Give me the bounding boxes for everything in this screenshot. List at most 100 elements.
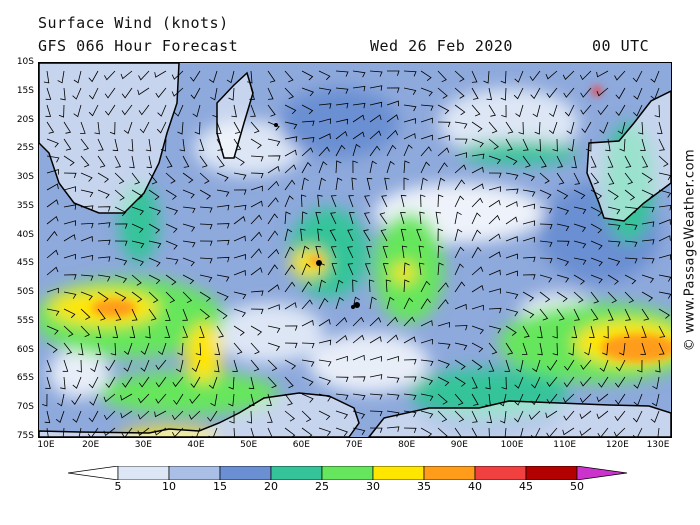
wind-barb bbox=[522, 138, 529, 151]
wind-barb bbox=[267, 155, 281, 161]
wind-barb bbox=[315, 245, 321, 259]
wind-barb bbox=[318, 359, 332, 367]
wind-barb bbox=[301, 120, 315, 127]
wind-barb bbox=[267, 121, 280, 131]
wind-barb bbox=[42, 393, 48, 407]
wind-barb bbox=[335, 118, 349, 125]
wind-barb bbox=[454, 87, 465, 99]
wind-barb bbox=[539, 189, 552, 199]
wind-barb bbox=[651, 393, 660, 407]
wind-barb bbox=[284, 70, 294, 83]
wind-barb bbox=[590, 240, 603, 250]
wind-barb bbox=[531, 376, 541, 389]
wind-barb bbox=[216, 172, 229, 182]
wind-barb bbox=[532, 104, 541, 118]
wind-barb bbox=[454, 303, 467, 310]
wind-barb bbox=[590, 257, 603, 267]
wind-barb bbox=[76, 359, 82, 373]
wind-barb bbox=[596, 410, 609, 420]
wind-barb bbox=[385, 279, 392, 293]
wind-barb bbox=[548, 121, 558, 135]
wind-barb bbox=[534, 121, 541, 135]
wind-barb bbox=[420, 146, 432, 157]
wind-barb bbox=[192, 104, 201, 118]
wind-barb bbox=[233, 308, 246, 318]
wind-barb bbox=[267, 359, 278, 371]
wind-barb bbox=[103, 427, 116, 437]
wind-barb bbox=[607, 308, 614, 321]
wind-barb bbox=[114, 274, 128, 284]
wind-barb bbox=[301, 393, 314, 403]
wind-barb bbox=[505, 236, 518, 242]
wind-barb bbox=[488, 288, 502, 294]
wind-barb bbox=[284, 121, 298, 130]
wind-barb bbox=[352, 376, 366, 382]
colorbar-label: 25 bbox=[315, 480, 329, 493]
wind-barb bbox=[437, 228, 444, 242]
wind-barb bbox=[386, 334, 399, 344]
wind-barb bbox=[471, 410, 478, 423]
wind-barb bbox=[104, 104, 116, 116]
wind-barb bbox=[505, 121, 514, 134]
wind-barb bbox=[148, 257, 161, 267]
wind-barb bbox=[284, 179, 296, 191]
wind-barb bbox=[384, 177, 390, 191]
wind-barb bbox=[603, 325, 609, 339]
wind-barb bbox=[267, 197, 279, 208]
wind-barb bbox=[437, 410, 448, 423]
wind-barb bbox=[148, 240, 162, 249]
wind-barb bbox=[352, 160, 358, 174]
wind-barb bbox=[131, 308, 138, 321]
wind-barb bbox=[216, 239, 230, 246]
wind-barb bbox=[369, 160, 377, 174]
wind-barb bbox=[369, 145, 381, 157]
wind-barb bbox=[335, 144, 346, 157]
wind-barb bbox=[614, 70, 626, 81]
wind-barb bbox=[140, 359, 150, 372]
wind-barb bbox=[232, 359, 238, 372]
wind-barb bbox=[363, 212, 371, 225]
wind-barb bbox=[563, 410, 575, 421]
wind-barb bbox=[505, 308, 519, 317]
wind-barb bbox=[284, 376, 294, 389]
wind-barb bbox=[539, 257, 553, 264]
wind-barb bbox=[250, 200, 263, 208]
wind-barb bbox=[505, 270, 518, 277]
wind-barb bbox=[46, 325, 59, 335]
wind-barb bbox=[471, 70, 478, 83]
wind-barb bbox=[216, 204, 230, 211]
wind-barb bbox=[369, 336, 382, 344]
wind-barb bbox=[488, 427, 490, 437]
wind-barb bbox=[579, 393, 592, 404]
wind-barb bbox=[650, 410, 660, 423]
wind-barb bbox=[301, 177, 309, 191]
lat-label: 40S bbox=[16, 229, 34, 240]
wind-barb bbox=[199, 206, 213, 213]
wind-barb bbox=[633, 104, 643, 117]
wind-barb bbox=[301, 137, 315, 143]
wind-barb bbox=[284, 149, 297, 157]
wind-barb bbox=[140, 342, 150, 355]
wind-barb bbox=[330, 246, 337, 259]
wind-barb bbox=[233, 427, 236, 437]
wind-barb bbox=[403, 87, 417, 96]
wind-barb bbox=[318, 376, 331, 386]
wind-barb bbox=[60, 87, 66, 101]
wind-barb bbox=[522, 220, 536, 226]
wind-barb bbox=[120, 70, 133, 80]
wind-barb bbox=[57, 70, 65, 84]
wind-barb bbox=[420, 320, 433, 327]
wind-barb bbox=[382, 263, 389, 276]
wind-barb bbox=[335, 130, 348, 140]
wind-barb bbox=[198, 138, 205, 151]
wind-barb bbox=[366, 177, 373, 191]
wind-barb bbox=[562, 427, 575, 436]
wind-barb bbox=[148, 308, 157, 321]
wind-barb bbox=[403, 177, 409, 190]
wind-barb bbox=[63, 121, 72, 134]
wind-barb bbox=[590, 291, 600, 304]
wind-barb bbox=[284, 325, 298, 331]
wind-barb bbox=[131, 274, 142, 286]
wind-barb bbox=[284, 104, 297, 115]
wind-speed-colorbar bbox=[68, 466, 628, 480]
